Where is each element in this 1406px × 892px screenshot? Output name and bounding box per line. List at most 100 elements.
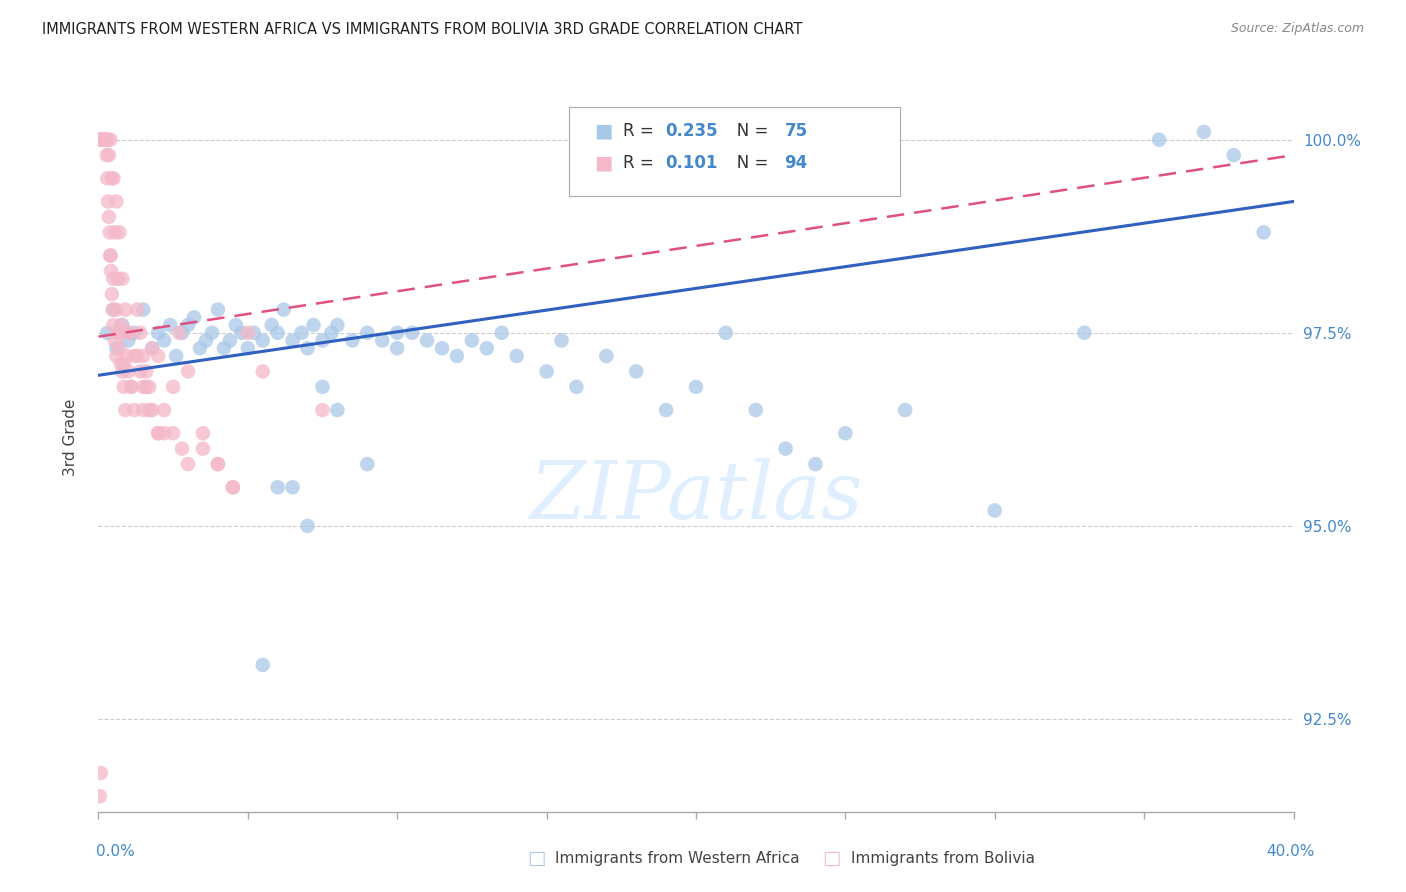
Point: [252, 334, 274, 348]
Point: [1073, 326, 1095, 340]
Point: [101, 302, 124, 317]
Point: [894, 403, 917, 417]
Point: [565, 380, 588, 394]
Text: ■: ■: [595, 153, 613, 173]
Point: [135, 380, 157, 394]
Point: [114, 403, 136, 417]
Point: [321, 326, 343, 340]
Point: [446, 349, 468, 363]
Point: [111, 364, 134, 378]
Point: [98, 226, 121, 240]
Point: [132, 380, 155, 394]
Point: [311, 334, 333, 348]
Point: [162, 380, 184, 394]
Point: [165, 349, 187, 363]
Point: [804, 457, 827, 471]
Point: [103, 318, 125, 332]
Point: [191, 426, 214, 441]
Point: [129, 364, 152, 378]
Point: [97, 194, 120, 209]
Point: [311, 403, 333, 417]
Point: [595, 349, 617, 363]
Point: [105, 341, 128, 355]
Text: 40.0%: 40.0%: [1267, 845, 1315, 859]
Text: 0.235: 0.235: [665, 122, 717, 140]
Point: [461, 334, 484, 348]
Point: [97, 148, 120, 162]
Point: [252, 657, 274, 672]
Point: [103, 271, 125, 285]
Point: [120, 380, 142, 394]
Point: [124, 326, 146, 340]
Point: [475, 341, 498, 355]
Point: [141, 341, 163, 355]
Text: □: □: [823, 848, 841, 868]
Point: [98, 248, 122, 262]
Point: [117, 326, 139, 340]
Point: [93, 133, 115, 147]
Point: [225, 318, 247, 332]
Point: [124, 349, 146, 363]
Point: [138, 380, 160, 394]
Point: [195, 334, 218, 348]
Point: [162, 426, 184, 441]
Point: [112, 380, 135, 394]
Point: [97, 210, 120, 224]
Point: [100, 264, 122, 278]
Point: [103, 302, 125, 317]
Point: [167, 326, 190, 340]
Point: [115, 349, 138, 363]
Point: [89, 133, 111, 147]
Point: [273, 302, 295, 317]
Point: [342, 334, 364, 348]
Point: [93, 133, 115, 147]
Point: [153, 426, 176, 441]
Point: [506, 349, 529, 363]
Point: [222, 480, 245, 494]
Point: [127, 302, 149, 317]
Point: [90, 133, 112, 147]
Point: [297, 519, 319, 533]
Point: [94, 133, 117, 147]
Point: [236, 326, 259, 340]
Point: [94, 133, 117, 147]
Point: [90, 133, 112, 147]
Point: [834, 426, 856, 441]
Point: [112, 357, 135, 371]
Point: [207, 457, 229, 471]
Point: [117, 364, 139, 378]
Point: [491, 326, 513, 340]
Point: [96, 171, 118, 186]
Point: [207, 302, 229, 317]
Point: [101, 171, 124, 186]
Point: [98, 133, 122, 147]
Point: [105, 349, 128, 363]
Point: [177, 457, 200, 471]
Text: N =: N =: [721, 154, 773, 172]
Point: [91, 133, 114, 147]
Point: [96, 133, 118, 147]
Point: [385, 341, 409, 355]
Point: [191, 442, 214, 456]
Point: [297, 341, 319, 355]
Point: [326, 403, 349, 417]
Point: [105, 302, 128, 317]
Text: 0.101: 0.101: [665, 154, 717, 172]
Point: [110, 357, 132, 371]
Point: [281, 480, 304, 494]
Point: [1192, 125, 1215, 139]
Point: [1147, 133, 1170, 147]
Point: [1223, 148, 1246, 162]
Point: [104, 226, 127, 240]
Point: [550, 334, 572, 348]
Point: [260, 318, 283, 332]
Point: [141, 403, 163, 417]
Text: 75: 75: [785, 122, 807, 140]
Point: [231, 326, 253, 340]
Text: IMMIGRANTS FROM WESTERN AFRICA VS IMMIGRANTS FROM BOLIVIA 3RD GRADE CORRELATION : IMMIGRANTS FROM WESTERN AFRICA VS IMMIGR…: [42, 22, 803, 37]
Text: Immigrants from Bolivia: Immigrants from Bolivia: [851, 851, 1035, 865]
Point: [714, 326, 737, 340]
Point: [401, 326, 423, 340]
Y-axis label: 3rd Grade: 3rd Grade: [63, 399, 77, 475]
Point: [177, 364, 200, 378]
